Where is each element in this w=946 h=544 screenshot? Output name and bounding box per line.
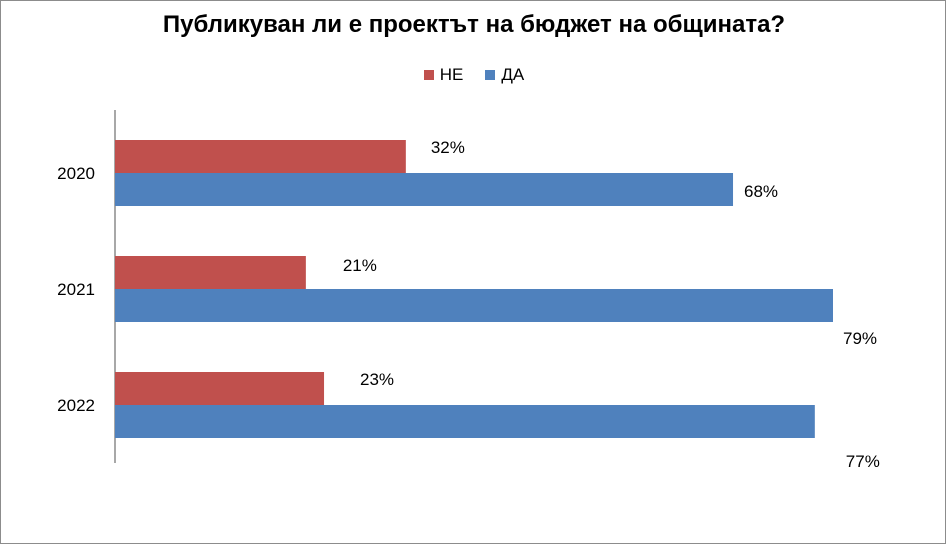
data-label-ne-year-2021: 21% bbox=[343, 256, 377, 275]
category-label-year-2022: 2022 bbox=[57, 396, 95, 415]
data-label-da-year-2020: 68% bbox=[744, 182, 778, 201]
bar-ne-year-2021 bbox=[115, 256, 306, 289]
category-label-year-2020: 2020 bbox=[57, 164, 95, 183]
legend-label-da: ДА bbox=[501, 65, 525, 84]
chart-title: Публикуван ли е проектът на бюджет на об… bbox=[162, 11, 786, 38]
legend-swatch-ne bbox=[423, 70, 434, 80]
legend-item-ne: НЕ bbox=[423, 65, 464, 85]
bar-ne-year-2020 bbox=[115, 140, 406, 173]
legend-item-da: ДА bbox=[485, 65, 524, 85]
data-label-da-year-2022: 77% bbox=[846, 452, 880, 471]
bar-da-year-2022 bbox=[115, 405, 815, 438]
legend-swatch-da bbox=[485, 70, 496, 80]
data-label-da-year-2021: 79% bbox=[843, 329, 877, 348]
legend: НЕ ДА bbox=[1, 65, 946, 85]
data-label-ne-year-2022: 23% bbox=[360, 370, 394, 389]
bar-da-year-2021 bbox=[115, 289, 833, 322]
data-label-ne-year-2020: 32% bbox=[431, 138, 465, 157]
category-label-year-2021: 2021 bbox=[57, 280, 95, 299]
legend-label-ne: НЕ bbox=[439, 65, 464, 84]
bar-ne-year-2022 bbox=[115, 372, 325, 405]
bar-da-year-2020 bbox=[115, 173, 734, 206]
